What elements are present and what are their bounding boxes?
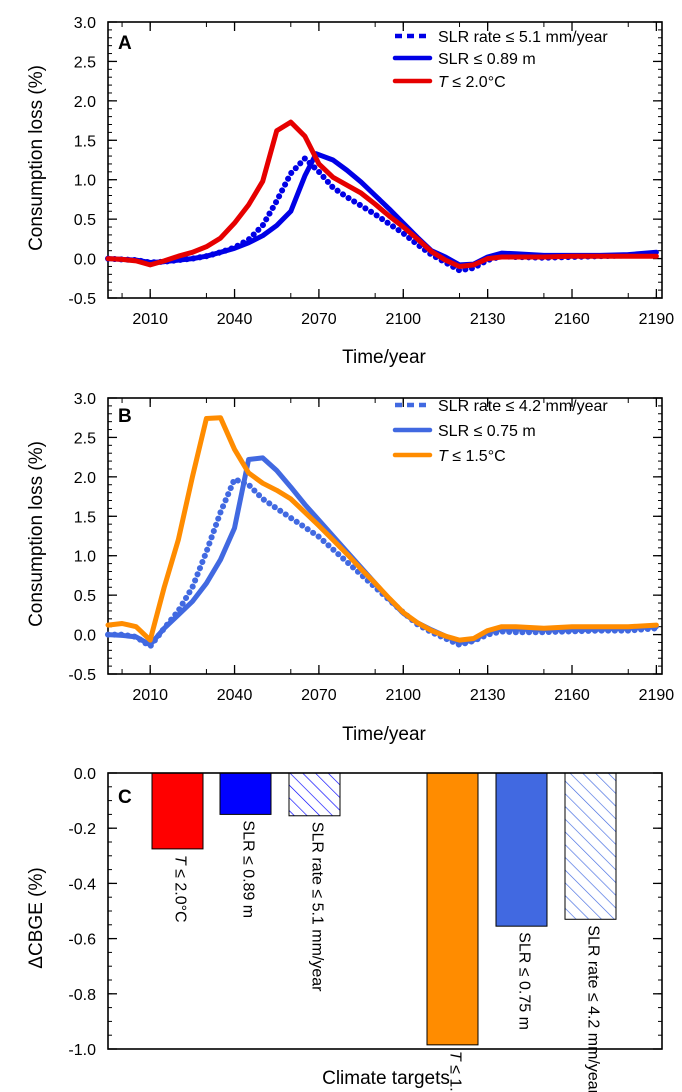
panel-b-x-axis-label: Time/year — [342, 724, 426, 745]
bar-label-6: SLR rate ≤ 4.2 mm/year — [585, 925, 602, 1092]
x-tick-label: 2070 — [301, 311, 337, 328]
y-tick-label: 1.0 — [74, 549, 96, 566]
y-tick-label: 3.0 — [74, 15, 96, 32]
plot-frame — [107, 21, 663, 299]
bar-label-3: SLR rate ≤ 5.1 mm/year — [309, 822, 326, 992]
panel-a-label: A — [118, 33, 132, 54]
bar-4 — [426, 772, 479, 1046]
y-tick-label: 1.5 — [74, 133, 96, 150]
y-tick-label: -1.0 — [68, 1042, 96, 1059]
y-tick-label: 1.5 — [74, 509, 96, 526]
x-tick-label: 2130 — [470, 311, 506, 328]
bar-2 — [219, 772, 272, 815]
legend-label-3: T ≤ 1.5°C — [438, 448, 506, 465]
bar-label-5: SLR ≤ 0.75 m — [516, 932, 533, 1030]
bar-label-2: SLR ≤ 0.89 m — [240, 820, 257, 918]
panel-a-plot: 3.0 2.5 2.0 1.5 1.0 0.5 0.0 -0.5 2010 2040 2070 210… — [68, 15, 674, 328]
bar-6 — [564, 772, 617, 920]
x-tick-label: 2040 — [217, 311, 253, 328]
x-tick-label: 2070 — [301, 687, 337, 704]
y-tick-label: -0.8 — [68, 987, 96, 1004]
series-line-1 — [105, 476, 660, 650]
plot-frame — [107, 397, 663, 675]
x-tick-label: 2100 — [385, 687, 421, 704]
x-tick-label: 2100 — [385, 311, 421, 328]
y-tick-label: 0.0 — [74, 628, 96, 645]
y-tick-label: -0.5 — [68, 291, 96, 308]
x-tick-label: 2190 — [639, 311, 675, 328]
x-tick-label: 2160 — [554, 311, 590, 328]
legend-label-1: SLR rate ≤ 5.1 mm/year — [438, 29, 608, 46]
y-tick-label: 0.5 — [74, 588, 96, 605]
legend-label-1: SLR rate ≤ 4.2 mm/year — [438, 398, 608, 415]
x-tick-label: 2010 — [132, 311, 168, 328]
panel-b-label: B — [118, 406, 132, 427]
y-tick-label: -0.5 — [68, 667, 96, 684]
series-line-2 — [105, 151, 659, 268]
bar-label-1: T ≤ 2.0°C — [172, 855, 189, 923]
legend-label-3: T ≤ 2.0°C — [438, 74, 506, 91]
panel-b-plot: 3.0 2.5 2.0 1.5 1.0 0.5 0.0 -0.5 2010 2040 2070 210… — [68, 391, 674, 704]
legend-label-2: SLR ≤ 0.75 m — [438, 423, 536, 440]
panel-b-y-axis-label: Consumption loss (%) — [26, 441, 47, 627]
y-tick-label: 0.0 — [74, 252, 96, 269]
series-line-3 — [105, 119, 659, 269]
x-tick-label: 2160 — [554, 687, 590, 704]
y-tick-label: 2.0 — [74, 470, 96, 487]
y-tick-label: 3.0 — [74, 391, 96, 408]
bar-3 — [288, 772, 341, 817]
bar-5 — [495, 772, 548, 927]
bar-label-4: T ≤ 1.5°C — [447, 1051, 464, 1092]
panel-b: 3.0 2.5 2.0 1.5 1.0 0.5 0.0 -0.5 2010 2040 2070 210… — [26, 391, 674, 745]
panel-c-plot: 0.0 -0.2 -0.4 -0.6 -0.8 -1.0 T ≤ 2.0°C SLR ≤ 0.… — [68, 766, 663, 1092]
panel-c: 0.0 -0.2 -0.4 -0.6 -0.8 -1.0 T ≤ 2.0°C SLR ≤ 0.… — [26, 766, 663, 1092]
y-tick-label: 0.0 — [74, 766, 96, 783]
bar-1 — [151, 772, 204, 850]
x-tick-label: 2190 — [639, 687, 675, 704]
y-tick-label: 1.0 — [74, 173, 96, 190]
x-tick-label: 2130 — [470, 687, 506, 704]
y-tick-label: -0.6 — [68, 932, 96, 949]
panel-c-x-axis-label: Climate targets — [322, 1068, 450, 1089]
y-tick-label: 2.5 — [74, 54, 96, 71]
y-tick-label: 0.5 — [74, 212, 96, 229]
legend-label-2: SLR ≤ 0.89 m — [438, 51, 536, 68]
x-tick-label: 2010 — [132, 687, 168, 704]
x-tick-label: 2040 — [217, 687, 253, 704]
panel-a-y-axis-label: Consumption loss (%) — [26, 65, 47, 251]
y-tick-label: -0.4 — [68, 876, 96, 893]
panel-a: 3.0 2.5 2.0 1.5 1.0 0.5 0.0 -0.5 2010 2040 2070 210… — [26, 15, 674, 368]
plot-frame — [107, 772, 663, 1050]
panel-c-label: C — [118, 787, 132, 808]
y-tick-label: -0.2 — [68, 821, 96, 838]
series-line-3 — [105, 415, 659, 643]
panel-c-y-axis-label: ΔCBGE (%) — [26, 867, 47, 968]
panel-a-x-axis-label: Time/year — [342, 347, 426, 368]
y-tick-label: 2.5 — [74, 430, 96, 447]
y-tick-label: 2.0 — [74, 94, 96, 111]
